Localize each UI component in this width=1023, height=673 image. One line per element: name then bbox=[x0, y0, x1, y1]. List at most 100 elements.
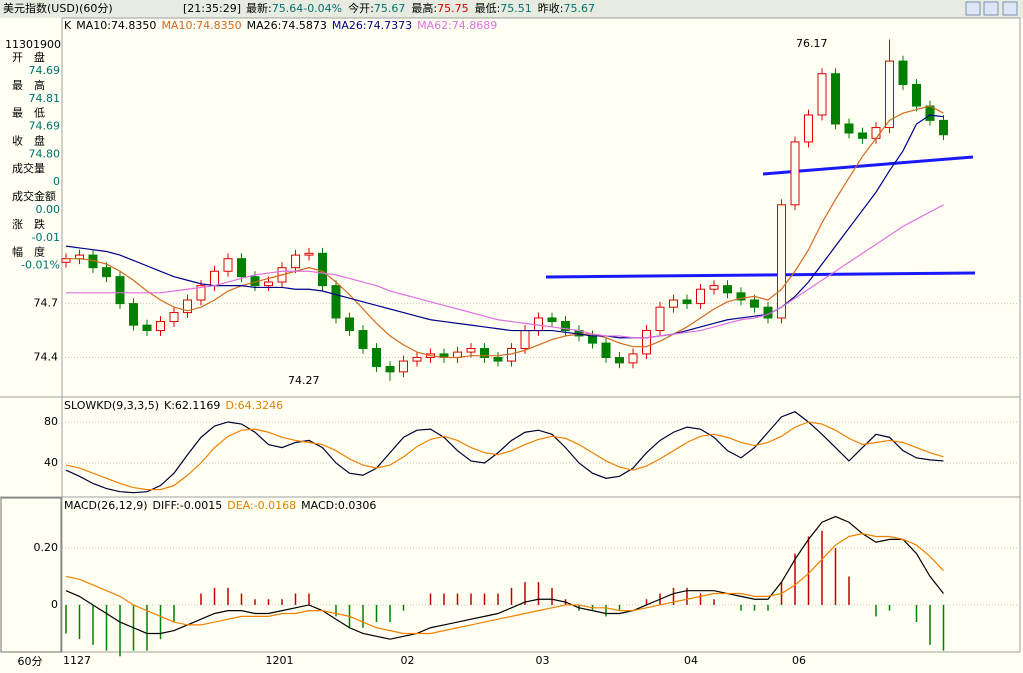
field-value: -0.01 bbox=[32, 231, 60, 244]
candle-body bbox=[210, 270, 219, 287]
instrument-title: 美元指数(USD)(60分) bbox=[3, 1, 113, 15]
candle-body bbox=[588, 335, 597, 344]
quote-field: 最低: bbox=[475, 2, 501, 15]
candle-body bbox=[493, 356, 503, 362]
legend-entry: MA10:74.8350 bbox=[76, 19, 156, 32]
quote-field: 75.67 bbox=[564, 2, 596, 15]
candle-body bbox=[858, 132, 867, 139]
field-label: 幅 度 bbox=[12, 245, 45, 259]
legend-entry: MA62:74.8689 bbox=[417, 19, 497, 32]
legend: K MA10:74.8350 MA10:74.8350 MA26:74.5873 MA2… bbox=[64, 19, 497, 32]
candle-body bbox=[669, 299, 678, 308]
indicator-line bbox=[65, 515, 944, 640]
x-tick-label: 06 bbox=[792, 654, 806, 667]
candle-body bbox=[196, 285, 206, 301]
x-tick-label: 1201 bbox=[266, 654, 294, 667]
candle-body bbox=[898, 60, 908, 85]
candle-body bbox=[399, 360, 408, 373]
legend-entry: K:62.1169 bbox=[164, 399, 220, 412]
indicator-line bbox=[65, 411, 944, 494]
candle-body bbox=[871, 127, 881, 139]
candle-body bbox=[142, 324, 152, 332]
indicator-line bbox=[65, 533, 944, 635]
candle-body bbox=[466, 348, 476, 353]
y-tick-label: 40 bbox=[44, 456, 58, 469]
y-tick-label: 74.7 bbox=[34, 297, 59, 310]
legend-entry: D:64.3246 bbox=[225, 399, 283, 412]
legend-entry: DIFF:-0.0015 bbox=[153, 499, 223, 512]
field-value: -0.01% bbox=[21, 259, 60, 272]
next-button[interactable] bbox=[983, 1, 999, 16]
legend-entry: DEA:-0.0168 bbox=[227, 499, 296, 512]
candle-body bbox=[777, 204, 786, 319]
top-bar bbox=[0, 0, 1023, 18]
y-tick-label: 0 bbox=[51, 598, 58, 611]
candle-body bbox=[817, 73, 827, 116]
candle-body bbox=[601, 342, 611, 358]
candle-body bbox=[736, 292, 746, 301]
plot-frame bbox=[61, 17, 1021, 653]
quote-fields: 最新:75.64-0.04% 今开:75.67 最高:75.75 最低:75.51 昨收… bbox=[246, 1, 595, 15]
candle-body bbox=[156, 321, 165, 332]
candle-body bbox=[912, 83, 921, 107]
candle-body bbox=[709, 285, 719, 290]
candle-body bbox=[655, 306, 665, 332]
nav-buttons bbox=[965, 1, 1018, 16]
candle-body bbox=[831, 73, 840, 125]
indicator-line bbox=[66, 204, 944, 339]
candle-body bbox=[345, 317, 354, 332]
candle-body bbox=[372, 348, 381, 367]
field-label: 最 低 bbox=[12, 107, 45, 120]
candle-body bbox=[102, 267, 111, 278]
quote-field: 75.51 bbox=[500, 2, 532, 15]
candle-body bbox=[939, 119, 948, 136]
field-value: 74.69 bbox=[29, 64, 61, 77]
period-label: 60分 bbox=[18, 655, 43, 668]
candle-body bbox=[642, 330, 651, 355]
candle-body bbox=[682, 299, 692, 305]
expand-button[interactable] bbox=[1002, 1, 1018, 16]
quote-field: 75.67 bbox=[374, 2, 406, 15]
trend-line bbox=[545, 271, 976, 279]
prev-button[interactable] bbox=[965, 1, 981, 16]
candle-body bbox=[696, 288, 705, 305]
x-tick-label: 02 bbox=[401, 654, 415, 667]
legend-entry: MACD:0.0306 bbox=[301, 499, 376, 512]
candle-body bbox=[750, 299, 759, 308]
candle-body bbox=[885, 60, 894, 129]
legend: MACD(26,12,9) DIFF:-0.0015 DEA:-0.0168 MACD… bbox=[64, 499, 376, 512]
record-id: 11301900 bbox=[5, 38, 61, 51]
candle-body bbox=[628, 353, 638, 364]
side-box bbox=[0, 497, 62, 653]
candle-body bbox=[223, 258, 233, 272]
y-tick-label: 80 bbox=[44, 415, 58, 428]
quote-field: 75.75 bbox=[437, 2, 469, 15]
candle-body bbox=[358, 330, 368, 350]
high-annotation: 76.17 bbox=[796, 37, 828, 50]
quote-field: 昨收: bbox=[538, 1, 564, 15]
candle-body bbox=[237, 258, 246, 278]
candle-body bbox=[115, 276, 125, 305]
legend-entry: K bbox=[64, 19, 72, 32]
legend-entry: SLOWKD(9,3,3,5) bbox=[64, 399, 159, 412]
indicator-line bbox=[65, 421, 944, 491]
x-tick-label: 1127 bbox=[63, 654, 91, 667]
field-value: 74.80 bbox=[29, 147, 61, 160]
candle-body bbox=[291, 254, 300, 269]
candle-body bbox=[169, 312, 179, 323]
legend-entry: MA26:74.7373 bbox=[332, 19, 412, 32]
field-value: 74.81 bbox=[29, 92, 61, 105]
indicator-line bbox=[65, 114, 944, 339]
legend-entry: MA10:74.8350 bbox=[161, 19, 241, 32]
quote-field: -0.04% bbox=[303, 2, 342, 15]
clock: [21:35:29] bbox=[183, 2, 241, 15]
field-label: 最 高 bbox=[12, 78, 45, 92]
quote-field: 今开: bbox=[348, 1, 374, 15]
candle-body bbox=[412, 356, 422, 362]
field-label: 成交金额 bbox=[12, 189, 56, 203]
legend: SLOWKD(9,3,3,5) K:62.1169 D:64.3246 bbox=[64, 399, 283, 412]
x-tick-label: 04 bbox=[684, 654, 698, 667]
candle-body bbox=[331, 285, 341, 319]
